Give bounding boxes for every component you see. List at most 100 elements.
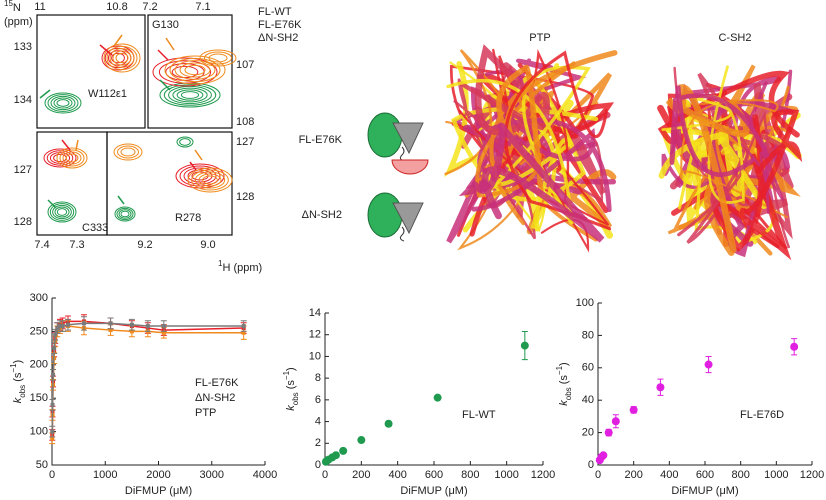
tick-label: 127 [236, 136, 254, 148]
x-axis-label: DiFMUP (μM) [400, 485, 467, 497]
arrow [165, 37, 175, 51]
y-tick-label: 2 [315, 437, 321, 449]
contour [191, 171, 209, 181]
nmr-axis-label: 15N [4, 0, 21, 14]
arrow [47, 199, 57, 209]
panel-label: R278 [175, 212, 201, 224]
y-axis-label-part: k [558, 400, 570, 406]
point [241, 324, 246, 329]
contour [65, 153, 79, 163]
contour [174, 60, 216, 80]
point [339, 446, 348, 455]
contour [116, 207, 134, 221]
ribbon [471, 118, 612, 213]
contour [53, 97, 73, 109]
contour [120, 147, 136, 157]
y-tick-label: 0 [315, 459, 321, 471]
point [611, 417, 620, 426]
y-tick-label: 100 [30, 426, 48, 438]
linker [399, 146, 405, 162]
contour [176, 89, 204, 101]
contour [187, 167, 233, 193]
tick-label: 134 [14, 94, 32, 106]
point [129, 322, 134, 327]
point [60, 324, 65, 329]
point [331, 451, 340, 460]
point [108, 328, 113, 333]
point [161, 330, 166, 335]
y-axis-label: kobs (s−1) [555, 362, 573, 405]
contour [208, 53, 228, 63]
legend-entry: ΔN-SH2 [195, 392, 235, 404]
y-axis-label: kobs (s−1) [9, 360, 27, 403]
ribbon [486, 110, 574, 230]
arrow [61, 139, 71, 151]
contour [152, 57, 218, 87]
x-tick-label: 1000 [764, 469, 788, 481]
contour [180, 91, 200, 99]
point [53, 332, 58, 337]
point [57, 324, 62, 329]
point [129, 329, 134, 334]
structure-label: PTP [529, 32, 550, 44]
contour [176, 136, 194, 148]
tick-label: 9.2 [137, 239, 152, 251]
x-tick-label: 1000 [494, 469, 518, 481]
panel-label: C333 [82, 222, 108, 234]
point [384, 419, 393, 428]
y-tick-label: 40 [582, 394, 594, 406]
contour [47, 94, 79, 112]
arrow [117, 195, 125, 205]
y-axis-label-part: −1 [555, 365, 564, 375]
point [145, 324, 150, 329]
contour [184, 64, 206, 76]
contour [164, 55, 226, 85]
contour [168, 85, 212, 105]
nmr-unit: (ppm) [4, 16, 33, 28]
y-axis-label-part: ) [12, 360, 24, 364]
spectrum-box [147, 14, 233, 129]
y-axis-label-part: obs [564, 387, 573, 400]
y-axis-label-part: obs [291, 392, 300, 405]
x-tick-label: 1200 [531, 469, 555, 481]
arrow [39, 89, 51, 99]
tick-label: 108 [236, 116, 254, 128]
y-axis-label-part: (s [12, 372, 24, 385]
contour [179, 138, 191, 146]
axis [324, 313, 543, 466]
arrow [75, 139, 79, 151]
contour [179, 62, 211, 78]
y-tick-label: 300 [30, 292, 48, 304]
y-axis-label-part: (s [558, 375, 570, 388]
schematic-label: FL-E76K [299, 134, 343, 146]
x-axis-label: DiFMUP (μM) [671, 485, 738, 497]
x-tick-label: 0 [322, 469, 328, 481]
tick-label: 133 [14, 41, 32, 53]
contour [202, 175, 218, 185]
tick-label: 127 [14, 164, 32, 176]
contour [46, 150, 74, 166]
legend-entry: PTP [195, 407, 216, 419]
contour [44, 92, 82, 114]
contour [106, 45, 138, 71]
point [55, 326, 60, 331]
y-tick-label: 6 [315, 394, 321, 406]
contour [111, 52, 125, 64]
contour [172, 87, 208, 103]
point [52, 346, 57, 351]
y-tick-label: 60 [582, 362, 594, 374]
contour [56, 208, 68, 216]
contour [49, 203, 75, 221]
contour [199, 49, 237, 67]
spectrum-box [36, 14, 146, 129]
nmr-axis-label-part: 1 [218, 259, 223, 268]
point [241, 330, 246, 335]
arrow [194, 149, 203, 161]
point [161, 324, 166, 329]
tick-label: 11 [34, 1, 45, 13]
ribbon [677, 133, 749, 244]
nmr-axis-label-part: H (ppm) [222, 262, 262, 274]
y-axis-label-part: (s [285, 380, 297, 393]
x-tick-label: 0 [595, 469, 601, 481]
